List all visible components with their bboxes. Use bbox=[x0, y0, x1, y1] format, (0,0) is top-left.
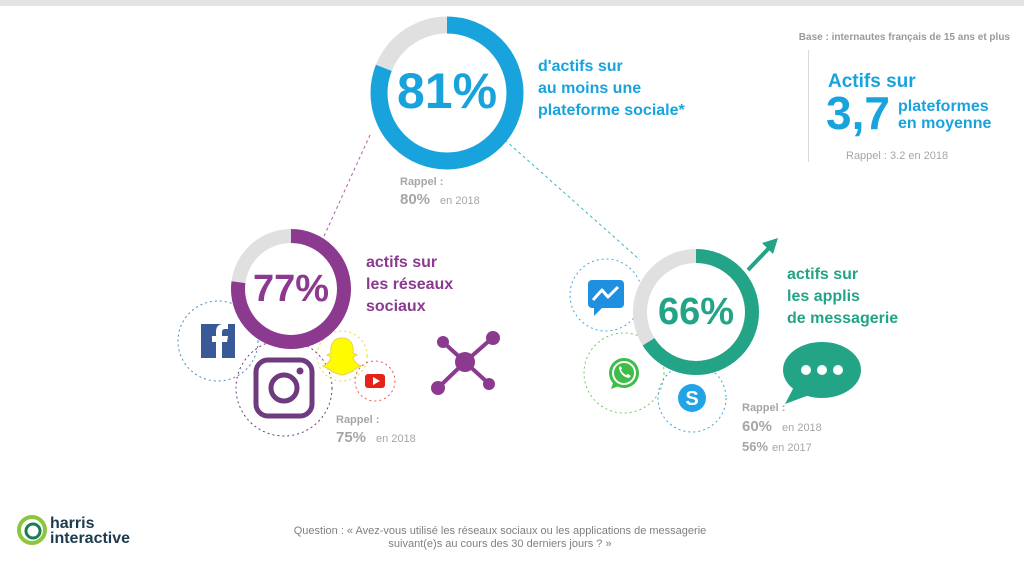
youtube-bubble bbox=[354, 360, 396, 402]
overall-percent: 81% bbox=[396, 63, 498, 119]
trend-up-arrow-icon bbox=[746, 238, 778, 272]
donut-chart-social bbox=[231, 229, 351, 349]
messenger-icon bbox=[588, 280, 624, 316]
youtube-icon bbox=[365, 374, 385, 388]
snapchat-icon bbox=[321, 337, 363, 376]
social-recall-year: en 2018 bbox=[376, 433, 416, 445]
whatsapp-bubble bbox=[583, 332, 665, 414]
social-desc-line2: les réseaux bbox=[366, 276, 454, 293]
donut-arc bbox=[370, 16, 524, 170]
average-value: 3,7 bbox=[826, 87, 890, 139]
social-description: actifs sur les réseaux sociaux bbox=[366, 252, 453, 318]
chat-bubble-icon bbox=[783, 342, 861, 404]
messaging-recall-label: Rappel : bbox=[742, 402, 786, 414]
messaging-recall-2018-year: en 2018 bbox=[782, 422, 822, 434]
messaging-desc-line2: les applis bbox=[787, 288, 860, 305]
messaging-recall-2017-year: en 2017 bbox=[772, 442, 812, 454]
average-unit: plateformes en moyenne bbox=[898, 98, 991, 132]
messaging-desc-line1: actifs sur bbox=[787, 266, 859, 283]
average-unit-line2: en moyenne bbox=[898, 115, 992, 132]
messaging-percent: 66% bbox=[657, 291, 735, 333]
logo-line2: interactive bbox=[50, 530, 131, 547]
social-recall-value: 75% bbox=[336, 429, 367, 446]
network-icon bbox=[431, 331, 500, 395]
donut-chart-messaging bbox=[633, 249, 759, 375]
harris-logo-icon bbox=[17, 515, 47, 545]
logo-line1: harris bbox=[50, 515, 95, 532]
facebook-bubble bbox=[177, 300, 259, 382]
messaging-description: actifs sur les applis de messagerie bbox=[787, 264, 898, 330]
top-bar bbox=[0, 0, 1024, 6]
overall-desc-line1: d'actifs sur bbox=[538, 58, 623, 75]
overall-recall-label: Rappel : bbox=[400, 176, 444, 188]
connector-social bbox=[319, 134, 371, 246]
overall-recall-value: 80% bbox=[400, 191, 431, 208]
donut-chart-overall bbox=[370, 16, 524, 170]
overall-desc-line2: au moins une bbox=[538, 80, 642, 97]
question-text: Question : « Avez-vous utilisé les résea… bbox=[220, 525, 780, 551]
messaging-recall-2018-value: 60% bbox=[742, 418, 773, 435]
messaging-desc-line3: de messagerie bbox=[787, 310, 899, 327]
instagram-icon bbox=[253, 357, 315, 419]
harris-logo-text: harris interactive bbox=[50, 515, 131, 547]
base-note: Base : internautes français de 15 ans et… bbox=[798, 32, 1010, 43]
messaging-recall-2017-value: 56% bbox=[742, 439, 769, 454]
overall-desc-line3: plateforme sociale* bbox=[538, 102, 685, 119]
whatsapp-icon bbox=[609, 358, 639, 389]
overall-recall: Rappel : 80% en 2018 bbox=[400, 176, 480, 209]
instagram-bubble bbox=[235, 339, 333, 437]
question-line2: suivant(e)s au cours des 30 derniers jou… bbox=[388, 538, 612, 550]
svg-text:S: S bbox=[685, 388, 698, 410]
donut-arc bbox=[231, 229, 351, 349]
connector-messaging bbox=[504, 139, 641, 261]
overall-description: d'actifs sur au moins une plateforme soc… bbox=[538, 56, 685, 122]
snapchat-bubble bbox=[316, 330, 368, 382]
skype-bubble bbox=[657, 363, 727, 433]
facebook-icon bbox=[201, 324, 235, 358]
donut-arc bbox=[633, 249, 759, 375]
average-recall: Rappel : 3.2 en 2018 bbox=[846, 150, 949, 162]
average-unit-line1: plateformes bbox=[898, 98, 989, 115]
social-percent: 77% bbox=[252, 268, 330, 310]
average-title: Actifs sur bbox=[828, 71, 916, 92]
messaging-recall: Rappel : 60% en 2018 56% en 2017 bbox=[742, 402, 822, 456]
divider bbox=[808, 50, 809, 162]
social-recall-label: Rappel : bbox=[336, 414, 380, 426]
overall-recall-year: en 2018 bbox=[440, 195, 480, 207]
skype-icon: S bbox=[678, 384, 706, 412]
social-recall: Rappel : 75% en 2018 bbox=[336, 414, 416, 447]
social-desc-line3: sociaux bbox=[366, 298, 426, 315]
question-line1: Question : « Avez-vous utilisé les résea… bbox=[293, 525, 707, 537]
social-desc-line1: actifs sur bbox=[366, 254, 438, 271]
